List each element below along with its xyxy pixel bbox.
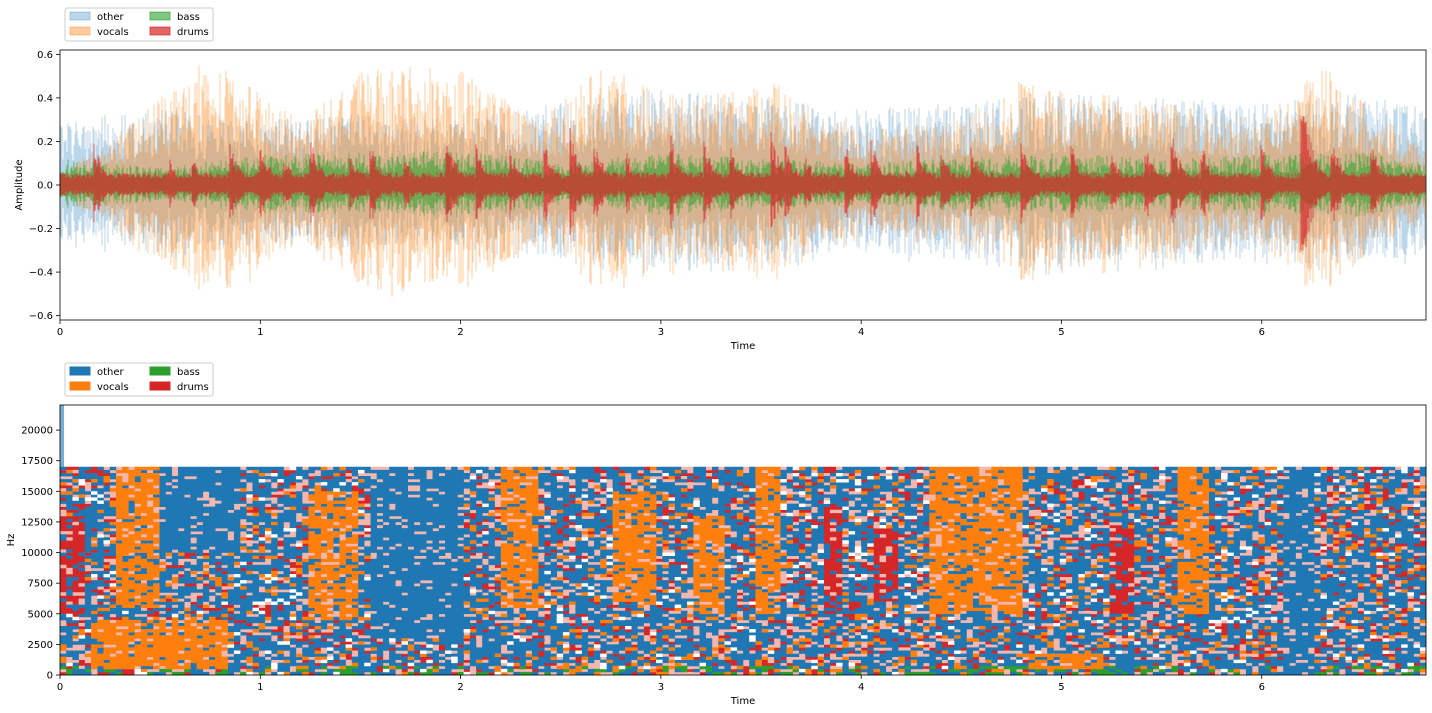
spectrogram-y-ticks: 0 2500 5000 7500 10000 12500 15000 17500 20000 [21,426,60,682]
waveform-x-ticks: 0 1 2 3 4 5 6 [57,320,1265,338]
spectrogram-axes-frame [59,404,1427,676]
y-tick-label: 15000 [21,487,53,498]
x-tick-label: 1 [257,682,263,693]
y-tick-label: 0.4 [37,93,53,104]
legend-frame [64,362,214,397]
x-tick-label: 4 [858,682,864,693]
waveform-x-axis-label: Time [730,341,755,352]
legend-label-vocals: vocals [97,382,129,393]
y-tick-label: 0 [47,671,53,682]
legend-label-bass: bass [177,367,200,378]
legend-label-drums: drums [177,382,209,393]
legend-label-bass: bass [177,12,200,23]
spectrogram-legend: other vocals bass drums [64,362,214,397]
y-tick-label: 10000 [21,548,53,559]
x-tick-label: 5 [1058,682,1064,693]
x-tick-label: 2 [457,327,463,338]
waveform-y-axis-label: Amplitude [14,159,25,210]
spectrogram-y-axis-label: Hz [6,534,17,547]
waveform-legend: other vocals bass drums [64,7,214,42]
y-tick-label: 12500 [21,517,53,528]
spectrogram-cells [60,466,1427,676]
x-tick-label: 3 [658,327,664,338]
legend-swatch-bass [149,11,171,21]
x-tick-label: 3 [658,682,664,693]
spectrogram-cells [66,466,1427,676]
waveform-y-ticks: −0.6 −0.4 −0.2 0.0 0.2 0.4 0.6 [29,50,60,322]
legend-swatch-vocals [69,381,91,391]
y-tick-label: 0.6 [37,50,53,61]
x-tick-label: 1 [257,327,263,338]
legend-swatch-bass [149,366,171,376]
spectrogram-x-ticks: 0 1 2 3 4 5 6 [57,675,1265,693]
y-tick-label: 5000 [28,609,53,620]
spectrogram-plot-area [60,405,1427,676]
x-tick-label: 2 [457,682,463,693]
x-tick-label: 6 [1259,682,1265,693]
x-tick-label: 0 [57,327,63,338]
waveform-plot-area [59,66,1426,297]
legend-swatch-other [69,11,91,21]
spectrogram-panel: other vocals bass drums 0 1 2 3 4 5 6 0 2500 5000 75… [6,362,1427,707]
x-tick-label: 4 [858,327,864,338]
legend-label-drums: drums [177,27,209,38]
x-tick-label: 6 [1259,327,1265,338]
y-tick-label: 20000 [21,426,53,437]
y-tick-label: 0.0 [37,181,53,192]
legend-swatch-drums [149,381,171,391]
y-tick-label: −0.6 [29,311,53,322]
legend-swatch-vocals [69,26,91,36]
y-tick-label: −0.2 [29,224,53,235]
y-tick-label: 2500 [28,640,53,651]
legend-label-vocals: vocals [97,27,129,38]
y-tick-label: 17500 [21,456,53,467]
x-tick-label: 0 [57,682,63,693]
spectrogram-x-axis-label: Time [730,696,755,707]
y-tick-label: 7500 [28,579,53,590]
y-tick-label: 0.2 [37,137,53,148]
legend-swatch-drums [149,26,171,36]
legend-swatch-other [69,366,91,376]
legend-label-other: other [97,12,125,23]
legend-frame [64,7,214,42]
legend-label-other: other [97,367,125,378]
spectrogram-edge-strip [60,405,64,467]
x-tick-label: 5 [1058,327,1064,338]
y-tick-label: −0.4 [29,268,53,279]
